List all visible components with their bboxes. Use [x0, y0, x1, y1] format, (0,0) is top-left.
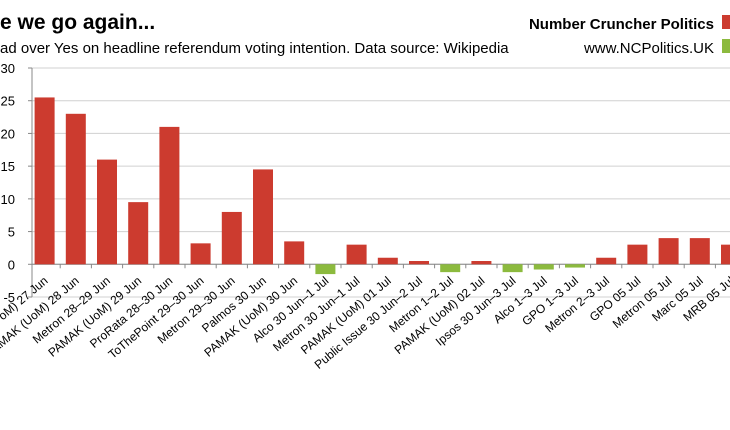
bar [253, 169, 273, 265]
bar [221, 211, 242, 265]
bar [65, 113, 86, 265]
y-tick-label: 15 [1, 159, 15, 174]
bar [159, 126, 180, 265]
bar [627, 244, 648, 265]
bar [377, 257, 398, 265]
y-tick-label: 5 [8, 225, 15, 240]
bar [346, 244, 367, 265]
chart-title: e we go again... [0, 11, 155, 34]
legend-label: www.NCPolitics.UK [583, 40, 714, 57]
bar [128, 202, 149, 265]
legend-swatch [722, 39, 730, 53]
bar [721, 244, 730, 265]
bar [533, 264, 554, 270]
bar [689, 238, 710, 265]
y-tick-label: 0 [8, 257, 15, 272]
bar [471, 261, 492, 265]
bar [502, 264, 523, 273]
bar [315, 264, 336, 275]
bar [190, 243, 211, 265]
y-tick-label: -5 [3, 290, 15, 305]
bar [97, 159, 117, 265]
chart-subtitle: ad over Yes on headline referendum votin… [0, 40, 509, 57]
bar [409, 261, 429, 265]
legend-label: Number Cruncher Politics [529, 16, 714, 33]
y-tick-label: 10 [1, 192, 15, 207]
bar [658, 238, 679, 265]
bar [440, 264, 461, 273]
bar [284, 241, 305, 265]
bar [565, 264, 585, 268]
bar [596, 257, 617, 265]
y-tick-label: 25 [1, 94, 15, 109]
y-tick-label: 30 [1, 61, 15, 76]
y-tick-label: 20 [1, 126, 15, 141]
bar [34, 97, 55, 265]
legend-swatch [722, 15, 730, 29]
